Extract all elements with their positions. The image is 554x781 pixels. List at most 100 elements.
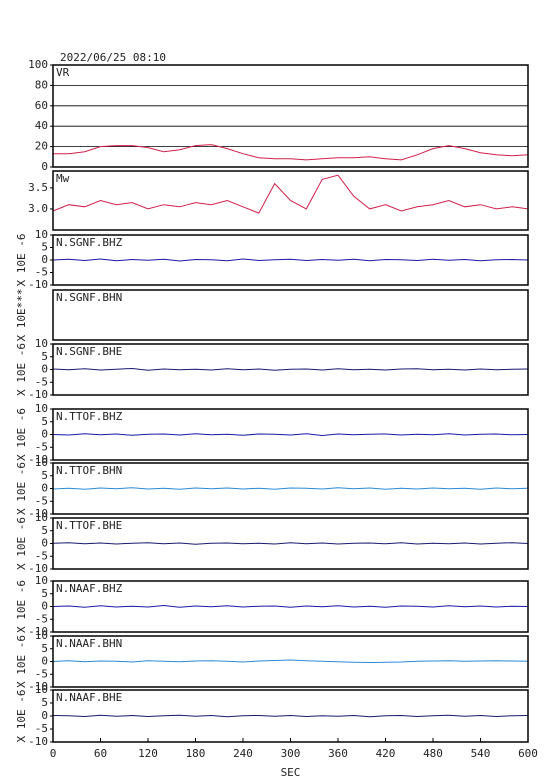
y-tick-label: -10 xyxy=(28,625,48,638)
x-tick-label: 300 xyxy=(281,747,301,760)
y-tick-label: -5 xyxy=(35,612,48,625)
y-tick-label: 0 xyxy=(41,709,48,722)
y-tick-label: -10 xyxy=(28,278,48,291)
panel-label: N.NAAF.BHE xyxy=(56,691,122,704)
y-tick-label: -10 xyxy=(28,562,48,575)
trace-line xyxy=(52,714,529,718)
panel-label: N.SGNF.BHZ xyxy=(56,236,123,249)
x-tick-label: 600 xyxy=(518,747,538,760)
y-tick-label: 20 xyxy=(35,140,48,153)
y-tick-label: 5 xyxy=(41,587,48,600)
x-tick-label: 60 xyxy=(94,747,107,760)
x-tick-label: 360 xyxy=(328,747,348,760)
y-tick-label: -10 xyxy=(28,388,48,401)
y-axis-label: X 10E*** xyxy=(15,289,28,342)
panel-label: N.TTOF.BHN xyxy=(56,464,122,477)
panel-frame xyxy=(52,635,529,688)
y-tick-label: 10 xyxy=(35,402,48,415)
y-tick-label: -10 xyxy=(28,735,48,748)
y-tick-label: -5 xyxy=(35,266,48,279)
panel-frame xyxy=(52,170,529,231)
panel-label: VR xyxy=(56,66,70,79)
y-tick-label: 5 xyxy=(41,524,48,537)
x-tick-label: 180 xyxy=(186,747,206,760)
y-tick-label: 10 xyxy=(35,337,48,350)
y-tick-label: 3.5 xyxy=(28,181,48,194)
y-tick-label: 0 xyxy=(41,482,48,495)
trace-line xyxy=(52,258,529,262)
x-tick-label: 480 xyxy=(423,747,443,760)
panel-label: N.TTOF.BHE xyxy=(56,519,122,532)
trace-line xyxy=(52,659,529,664)
panel-label: N.NAAF.BHN xyxy=(56,637,122,650)
y-tick-label: -5 xyxy=(35,667,48,680)
y-tick-label: -5 xyxy=(35,375,48,388)
x-tick-label: 0 xyxy=(50,747,57,760)
y-tick-label: 10 xyxy=(35,228,48,241)
panel-label: N.SGNF.BHN xyxy=(56,291,122,304)
y-tick-label: 10 xyxy=(35,511,48,524)
trace-line xyxy=(52,487,529,490)
x-tick-label: 540 xyxy=(471,747,491,760)
y-tick-label: 10 xyxy=(35,574,48,587)
y-tick-label: -10 xyxy=(28,680,48,693)
y-tick-label: 5 xyxy=(41,696,48,709)
y-tick-label: 5 xyxy=(41,415,48,428)
y-tick-label: -10 xyxy=(28,507,48,520)
panel-frame xyxy=(52,234,529,286)
y-axis-label: X 10E -6 xyxy=(15,690,28,743)
panel-frame xyxy=(52,462,529,515)
y-tick-label: 0 xyxy=(41,253,48,266)
x-tick-label: 420 xyxy=(376,747,396,760)
y-tick-label: 0 xyxy=(41,600,48,613)
y-tick-label: 0 xyxy=(41,363,48,376)
y-axis-label: X 10E -6 xyxy=(15,462,28,515)
trace-line xyxy=(53,144,529,161)
y-tick-label: 10 xyxy=(35,629,48,642)
trace-line xyxy=(52,174,529,214)
panel-frame xyxy=(52,289,529,341)
y-tick-label: 0 xyxy=(41,537,48,550)
panel-frame xyxy=(52,580,529,633)
y-tick-label: -5 xyxy=(35,440,48,453)
trace-line xyxy=(52,604,529,608)
y-axis-label: X 10E -6 xyxy=(15,517,28,570)
y-tick-label: -5 xyxy=(35,549,48,562)
x-axis-label: SEC xyxy=(281,766,301,779)
trace-line xyxy=(52,433,529,437)
y-tick-label: 0 xyxy=(41,160,48,173)
y-tick-label: 100 xyxy=(28,58,48,71)
y-tick-label: -5 xyxy=(35,494,48,507)
y-tick-label: 10 xyxy=(35,456,48,469)
y-tick-label: 0 xyxy=(41,428,48,441)
y-axis-label: X 10E -6 xyxy=(15,580,28,633)
panel-frame xyxy=(52,343,529,396)
y-axis-label: X 10E -6 xyxy=(15,635,28,688)
x-tick-label: 120 xyxy=(138,747,158,760)
y-tick-label: 5 xyxy=(41,642,48,655)
y-tick-label: -10 xyxy=(28,453,48,466)
trace-line xyxy=(52,542,529,545)
x-tick-label: 240 xyxy=(233,747,253,760)
panel-label: N.NAAF.BHZ xyxy=(56,582,123,595)
y-axis-label: X 10E -6 xyxy=(15,343,28,396)
panel-frame xyxy=(52,408,529,461)
y-tick-label: 3.0 xyxy=(28,202,48,215)
panel-label: N.SGNF.BHE xyxy=(56,345,122,358)
y-tick-label: 40 xyxy=(35,119,48,132)
panel-label: Mw xyxy=(56,172,70,185)
y-tick-label: 80 xyxy=(35,78,48,91)
y-tick-label: 5 xyxy=(41,241,48,254)
chart-heading: 2022/06/25 08:10 xyxy=(60,51,166,64)
y-axis-label: X 10E -6 xyxy=(15,408,28,461)
y-tick-label: -5 xyxy=(35,722,48,735)
panel-frame xyxy=(52,517,529,570)
y-tick-label: 5 xyxy=(41,469,48,482)
y-tick-label: 0 xyxy=(41,655,48,668)
panel-label: N.TTOF.BHZ xyxy=(56,410,123,423)
y-tick-label: 60 xyxy=(35,99,48,112)
y-axis-label: X 10E -6 xyxy=(15,234,28,287)
trace-line xyxy=(52,367,529,371)
